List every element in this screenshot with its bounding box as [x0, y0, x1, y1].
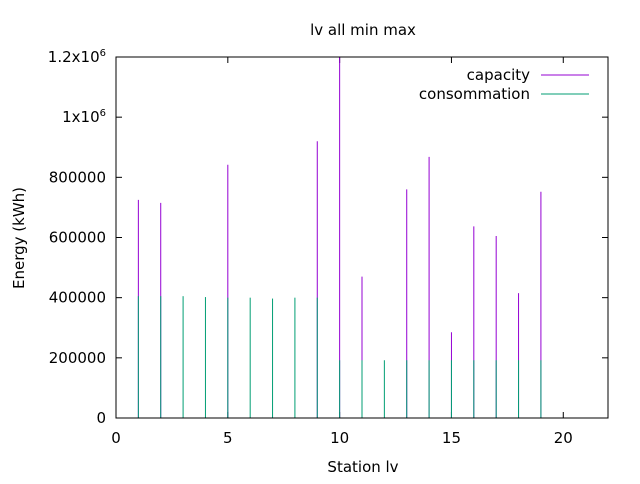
x-tick-label: 5 — [223, 429, 233, 447]
y-tick-label: 200000 — [49, 349, 106, 367]
legend-label: capacity — [467, 66, 530, 84]
y-tick-label: 400000 — [49, 289, 106, 307]
y-tick-label: 600000 — [49, 229, 106, 247]
x-tick-label: 10 — [330, 429, 349, 447]
bars — [137, 57, 542, 418]
y-tick-label: 800000 — [49, 168, 106, 186]
y-tick-label: 0 — [96, 409, 106, 427]
legend-label: consommation — [419, 85, 530, 103]
chart-title: lv all min max — [310, 21, 416, 39]
x-tick-label: 15 — [442, 429, 461, 447]
x-tick-label: 0 — [111, 429, 121, 447]
x-axis-label: Station lv — [327, 458, 398, 476]
y-tick-labels: 0 200000 400000 600000 800000 1x106 1.2x106 — [48, 48, 106, 427]
x-tick-label: 20 — [554, 429, 573, 447]
plot-frame — [115, 56, 609, 419]
y-tick-label: 1.2x106 — [48, 48, 106, 66]
y-tick-label: 1x106 — [62, 108, 106, 126]
y-axis-label: Energy (kWh) — [10, 187, 28, 289]
x-tick-labels: 0 5 10 15 20 — [111, 429, 573, 447]
